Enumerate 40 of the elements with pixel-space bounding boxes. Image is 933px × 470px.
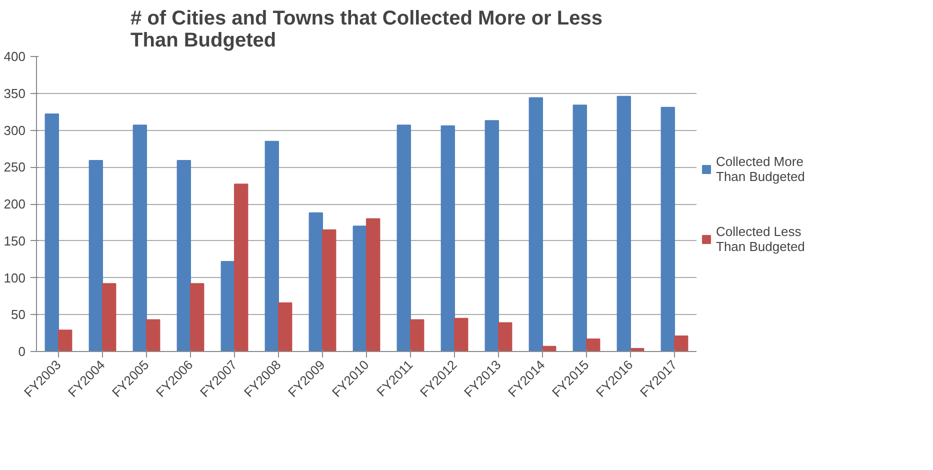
y-tick-label: 50 xyxy=(11,307,26,322)
bar xyxy=(146,319,160,352)
bar xyxy=(220,261,235,352)
bar xyxy=(528,97,543,352)
bar xyxy=(586,338,600,352)
bar xyxy=(58,330,72,352)
y-tick-label: 0 xyxy=(18,344,26,359)
bar xyxy=(454,318,468,352)
bar xyxy=(234,184,248,352)
chart-title: # of Cities and Towns that Collected More or Less Than Budgeted xyxy=(130,8,602,52)
bar xyxy=(396,124,411,352)
y-tick-label: 250 xyxy=(4,160,26,175)
bar xyxy=(498,322,512,352)
legend-label: Collected Less Than Budgeted xyxy=(716,224,806,254)
bar xyxy=(410,319,424,352)
legend-label: Collected More Than Budgeted xyxy=(716,154,806,184)
bar xyxy=(352,226,367,352)
bar xyxy=(674,336,688,352)
bar xyxy=(278,302,292,352)
y-tick-label: 400 xyxy=(4,49,26,64)
y-tick-label: 100 xyxy=(4,270,26,286)
bar xyxy=(190,283,204,352)
bar xyxy=(484,120,499,352)
bar xyxy=(440,125,455,352)
bar xyxy=(572,104,587,352)
bar xyxy=(660,106,675,352)
bar xyxy=(322,229,336,352)
y-tick-label: 300 xyxy=(4,122,26,138)
bar xyxy=(176,160,191,352)
bar xyxy=(88,160,103,352)
bar xyxy=(616,96,631,352)
bar xyxy=(264,140,279,352)
y-tick-label: 350 xyxy=(4,86,26,101)
y-tick-label: 200 xyxy=(4,196,26,212)
bar xyxy=(308,212,323,352)
bar xyxy=(44,114,59,352)
bar xyxy=(102,283,116,352)
bar xyxy=(132,124,147,352)
y-tick-label: 150 xyxy=(4,233,26,248)
bar xyxy=(366,218,380,352)
